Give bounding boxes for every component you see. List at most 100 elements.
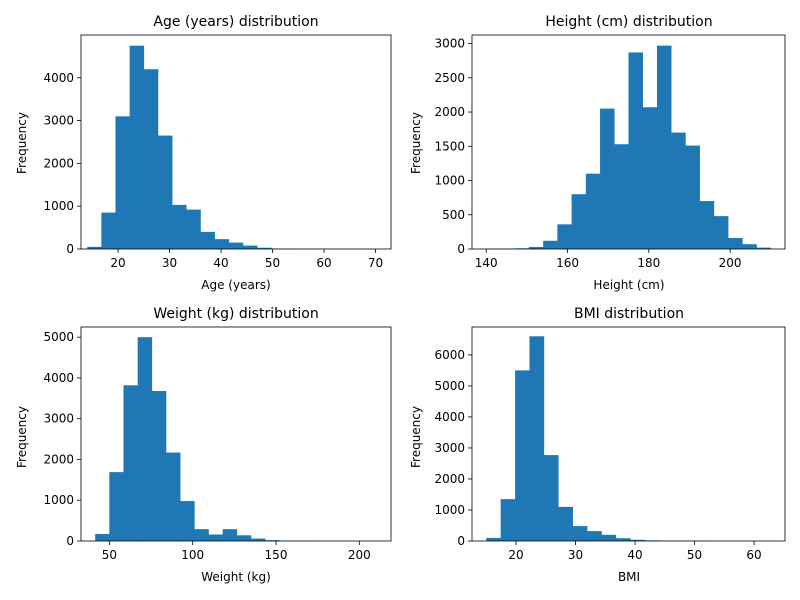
histogram-bar: [157, 135, 173, 249]
x-tick-label: 200: [348, 548, 371, 562]
plot-area-frame: [471, 34, 786, 250]
y-axis-label: Frequency: [15, 112, 29, 174]
y-tick-label: 3000: [434, 37, 465, 51]
x-ticks: 20 30 40 50 60 70: [110, 249, 383, 270]
y-tick-label: 5000: [43, 330, 74, 344]
chart-title: BMI distribution: [574, 306, 684, 322]
histogram-bar: [172, 204, 187, 249]
histogram-bar: [214, 239, 230, 249]
y-tick-label: 4000: [43, 71, 74, 85]
histogram-bar: [200, 231, 215, 249]
histogram-bar: [115, 116, 130, 249]
y-tick-label: 500: [442, 208, 465, 222]
plot-area-frame: [80, 34, 392, 250]
histogram-bar: [151, 391, 167, 541]
histogram-bar: [123, 385, 138, 541]
y-tick-label: 2000: [434, 472, 465, 486]
x-tick-label: 40: [213, 256, 228, 270]
x-tick-label: 20: [110, 256, 125, 270]
histogram-bar: [228, 242, 244, 249]
x-tick-label: 200: [719, 256, 742, 270]
histogram-bar: [166, 452, 181, 541]
histogram-bar: [685, 145, 700, 249]
chart-title: Age (years) distribution: [153, 14, 318, 30]
x-tick-label: 50: [687, 548, 702, 562]
x-tick-label: 50: [102, 548, 117, 562]
histogram-bar: [180, 501, 195, 541]
histogram-bar: [222, 529, 238, 541]
y-tick-label: 3000: [43, 412, 74, 426]
x-tick-label: 180: [637, 256, 660, 270]
x-ticks: 50 100 150 200: [102, 541, 371, 562]
y-tick-label: 0: [457, 534, 465, 548]
y-tick-label: 5000: [434, 379, 465, 393]
histogram-bar: [543, 240, 558, 249]
x-ticks: 20 30 40 50 60: [508, 541, 762, 562]
histogram-bar: [529, 336, 545, 541]
y-tick-label: 1000: [43, 199, 74, 213]
histogram-bar: [528, 246, 544, 249]
y-tick-label: 1000: [43, 493, 74, 507]
y-tick-label: 2000: [43, 156, 74, 170]
x-ticks: 140 160 180 200: [475, 249, 742, 270]
y-tick-label: 4000: [434, 410, 465, 424]
histogram-bar: [572, 526, 588, 541]
histogram-bar: [558, 506, 573, 541]
histogram-bar: [515, 370, 530, 541]
histogram-bar: [615, 538, 631, 541]
histogram-bar: [742, 244, 757, 249]
histogram-bar: [242, 245, 258, 249]
y-tick-label: 0: [457, 242, 465, 256]
histogram-bar: [194, 529, 209, 541]
histogram-bar: [265, 540, 280, 541]
height-histogram-panel: Height (cm) distribution Height (cm) Fre…: [409, 14, 786, 292]
y-tick-label: 2000: [43, 452, 74, 466]
histogram-bar: [656, 45, 672, 249]
y-axis-label: Frequency: [409, 112, 423, 174]
y-tick-label: 2500: [434, 71, 465, 85]
x-axis-label: BMI: [618, 570, 640, 584]
histogram-bar: [713, 216, 729, 249]
y-tick-label: 0: [66, 242, 74, 256]
histogram-bar: [87, 246, 102, 249]
histogram-bar: [137, 337, 153, 541]
x-tick-label: 100: [181, 548, 204, 562]
chart-title: Height (cm) distribution: [545, 14, 712, 30]
y-tick-label: 6000: [434, 348, 465, 362]
histogram-bar: [143, 69, 159, 250]
histogram-bar: [587, 531, 602, 541]
x-tick-label: 40: [627, 548, 642, 562]
x-axis-label: Height (cm): [593, 278, 664, 292]
x-tick-label: 150: [265, 548, 288, 562]
histogram-bar: [614, 144, 629, 249]
y-tick-label: 2000: [434, 105, 465, 119]
histogram-bar: [129, 45, 145, 250]
histogram-bar: [557, 224, 572, 249]
weight-histogram-panel: Weight (kg) distribution Weight (kg) Fre…: [15, 306, 392, 584]
y-ticks: 0 1000 2000 3000 4000: [43, 71, 81, 256]
histogram-bar: [628, 52, 644, 250]
x-tick-label: 30: [162, 256, 177, 270]
y-tick-label: 0: [66, 534, 74, 548]
x-axis-label: Age (years): [201, 278, 270, 292]
x-tick-label: 20: [508, 548, 523, 562]
bars: [87, 45, 371, 250]
bars: [95, 337, 379, 541]
histogram-bar: [257, 247, 272, 249]
histogram-bar: [585, 173, 601, 249]
bars: [486, 336, 775, 541]
histogram-bar: [486, 537, 501, 541]
histogram-bar: [208, 534, 223, 541]
x-tick-label: 140: [475, 256, 498, 270]
age-histogram-panel: Age (years) distribution Age (years) Fre…: [15, 14, 392, 292]
histogram-bar: [101, 212, 116, 249]
histogram-bar: [756, 247, 772, 249]
x-tick-label: 160: [556, 256, 579, 270]
histogram-bar: [601, 534, 617, 541]
histogram-bar: [543, 455, 559, 541]
y-tick-label: 1000: [434, 503, 465, 517]
histogram-bar: [95, 534, 110, 541]
histogram-bar: [186, 209, 201, 249]
x-tick-label: 70: [368, 256, 383, 270]
histogram-bar: [251, 538, 266, 541]
